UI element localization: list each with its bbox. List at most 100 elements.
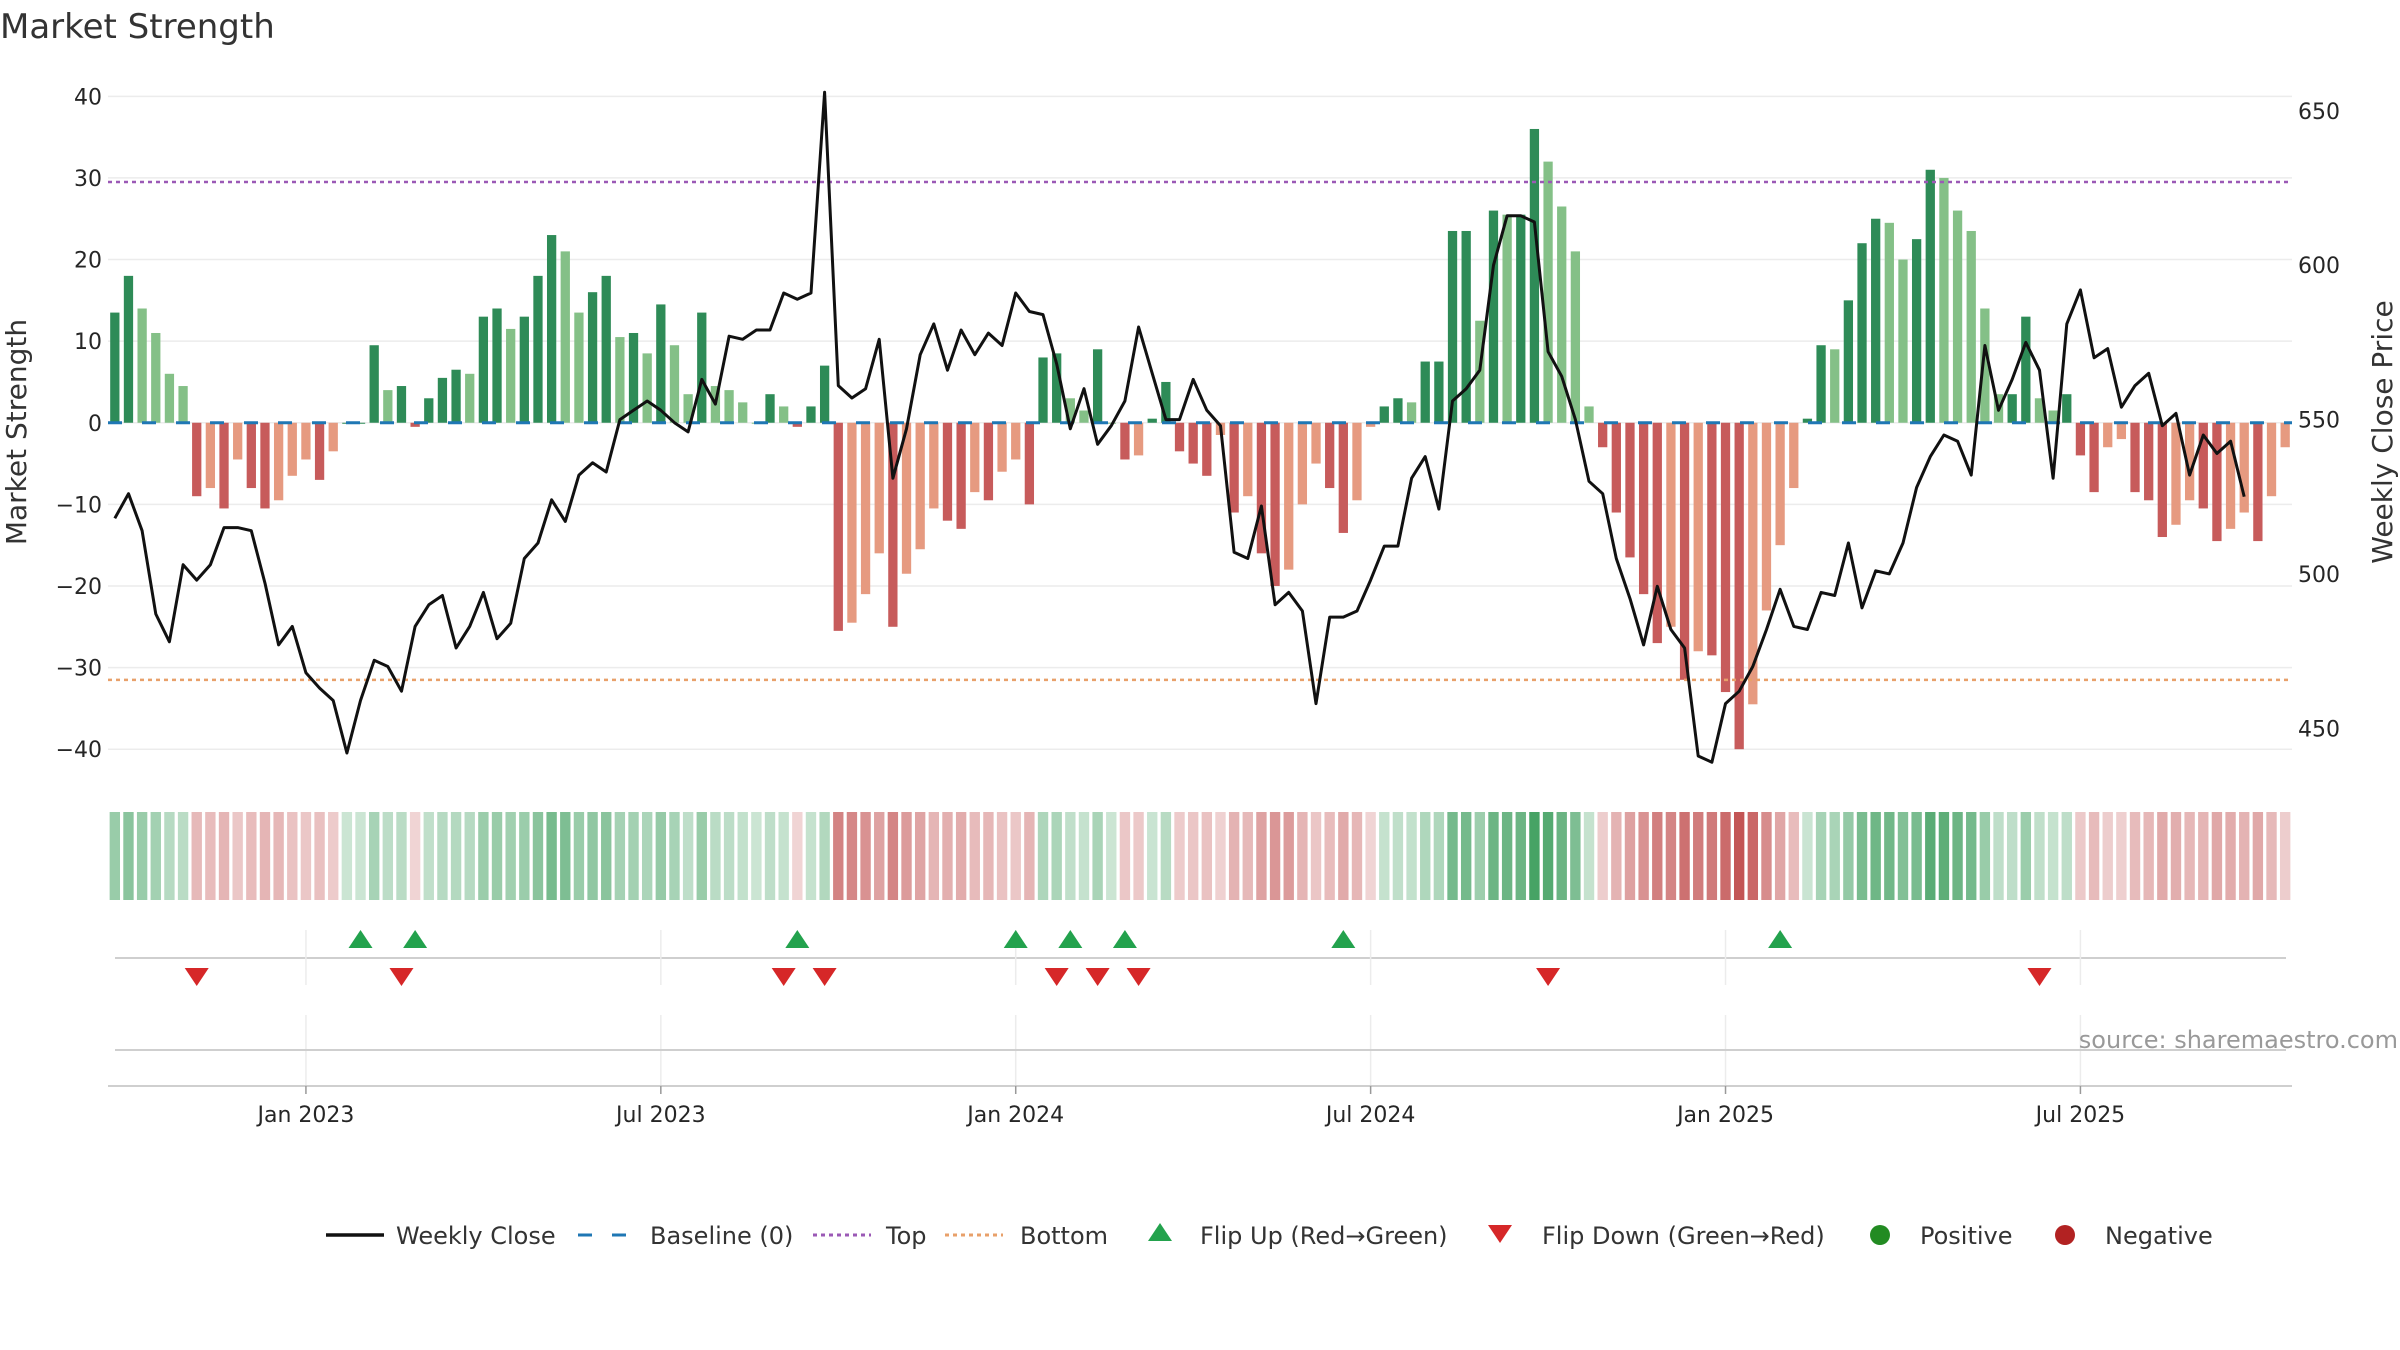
heat-cell: [2157, 812, 2168, 900]
strength-bar: [2239, 422, 2249, 513]
legend-negative-label: Negative: [2105, 1222, 2213, 1250]
heat-cell: [1815, 812, 1827, 900]
heat-cell: [368, 812, 380, 900]
strength-bar: [1092, 349, 1103, 423]
strength-bar: [1748, 422, 1758, 705]
heat-cell: [2075, 812, 2086, 900]
heat-cell: [1283, 812, 1294, 900]
strength-bar: [792, 422, 802, 427]
heat-cell: [1966, 812, 1977, 900]
heat-cell: [1174, 812, 1185, 900]
heat-cell: [1952, 812, 1963, 900]
heat-cell: [2225, 812, 2236, 900]
left-tick-label: 40: [74, 85, 102, 110]
strength-bar: [1243, 422, 1253, 497]
heat-cell: [1843, 812, 1854, 900]
heat-cell: [1693, 812, 1704, 900]
strength-bar: [1570, 251, 1581, 423]
flip-down-marker: [1044, 968, 1069, 986]
strength-bar: [2171, 422, 2181, 525]
heat-cell: [287, 812, 298, 900]
left-tick-label: 20: [74, 249, 102, 274]
flip-up-marker: [1058, 930, 1083, 948]
strength-bar: [178, 386, 188, 423]
heat-cell: [1215, 812, 1226, 900]
strength-bar: [233, 422, 243, 460]
flip-up-marker: [1112, 930, 1137, 948]
heat-cell: [996, 812, 1008, 900]
weekly-close-line: [113, 90, 2246, 764]
heat-cell: [1297, 812, 1308, 900]
strength-bar: [465, 373, 475, 423]
strength-bar: [2198, 422, 2208, 509]
strength-bar: [110, 312, 120, 423]
strength-bar: [328, 422, 338, 452]
heat-cell: [1119, 812, 1131, 900]
strength-bar: [1120, 422, 1130, 460]
heat-cell: [1092, 812, 1103, 900]
strength-bar: [1871, 218, 1881, 423]
strength-bar: [1284, 422, 1294, 570]
heat-cell: [1201, 812, 1213, 900]
strength-bar: [833, 422, 843, 631]
heat-cell: [573, 812, 585, 900]
heat-cell: [1829, 812, 1840, 900]
right-axis-ticks: 650 600 550 500 450: [2298, 100, 2340, 742]
strength-bar: [1789, 422, 1799, 489]
heat-cell: [314, 812, 325, 900]
heat-cell: [109, 812, 121, 900]
heat-cell: [1338, 812, 1349, 900]
strength-bar: [1038, 357, 1048, 423]
heat-cell: [1406, 812, 1417, 900]
heat-cell: [928, 812, 940, 900]
heat-cell: [1665, 812, 1677, 900]
strength-bar: [1325, 422, 1335, 489]
heat-cell: [2279, 812, 2291, 900]
heat-cell: [2061, 812, 2072, 900]
heat-cell: [1187, 812, 1199, 900]
heat-cell: [423, 812, 434, 900]
empty-signal-panel: [108, 1015, 2292, 1087]
strength-bar: [2280, 422, 2290, 448]
x-axis-ticks: Jan 2023 Jul 2023 Jan 2024 Jul 2024 Jan 2025…: [255, 1086, 2125, 1128]
heat-cell: [546, 812, 557, 900]
heat-cell: [191, 812, 202, 900]
heat-cell: [737, 812, 748, 900]
strength-bar: [915, 422, 925, 550]
strength-bar: [656, 304, 666, 423]
heat-cell: [1147, 812, 1158, 900]
strength-bar: [983, 422, 994, 501]
legend-bottom-label: Bottom: [1020, 1222, 1108, 1250]
strength-bar: [1693, 422, 1703, 652]
heat-cell: [2088, 812, 2100, 900]
strength-bar: [1256, 422, 1267, 554]
heat-cell: [628, 812, 639, 900]
strength-bar: [888, 422, 898, 627]
flip-signal-panel: [115, 930, 2286, 986]
strength-bar: [369, 345, 379, 423]
strength-bar: [1024, 422, 1035, 505]
strength-bar: [1434, 361, 1444, 423]
source-label: source: sharemaestro.com: [2079, 1026, 2398, 1054]
heat-cell: [1065, 812, 1076, 900]
strength-bar: [2225, 422, 2236, 529]
right-tick-label: 450: [2298, 717, 2340, 742]
strength-bar: [738, 402, 748, 423]
legend-flip-up-label: Flip Up (Red→Green): [1200, 1222, 1448, 1250]
flip-up-marker: [348, 930, 373, 948]
left-tick-label: 30: [74, 167, 102, 192]
heat-cell: [696, 812, 707, 900]
strength-bar: [478, 316, 489, 423]
strength-bar: [2157, 422, 2167, 538]
heat-cell: [901, 812, 912, 900]
flip-down-marker: [1085, 968, 1110, 986]
strength-bar: [970, 422, 980, 493]
heat-cell: [1884, 812, 1895, 900]
strength-bar: [506, 328, 516, 423]
heat-cell: [1583, 812, 1595, 900]
strength-bar: [492, 308, 502, 423]
heat-cell: [1324, 812, 1335, 900]
strength-bar: [1311, 422, 1321, 464]
left-tick-label: −40: [56, 738, 102, 763]
heat-cell: [1911, 812, 1922, 900]
